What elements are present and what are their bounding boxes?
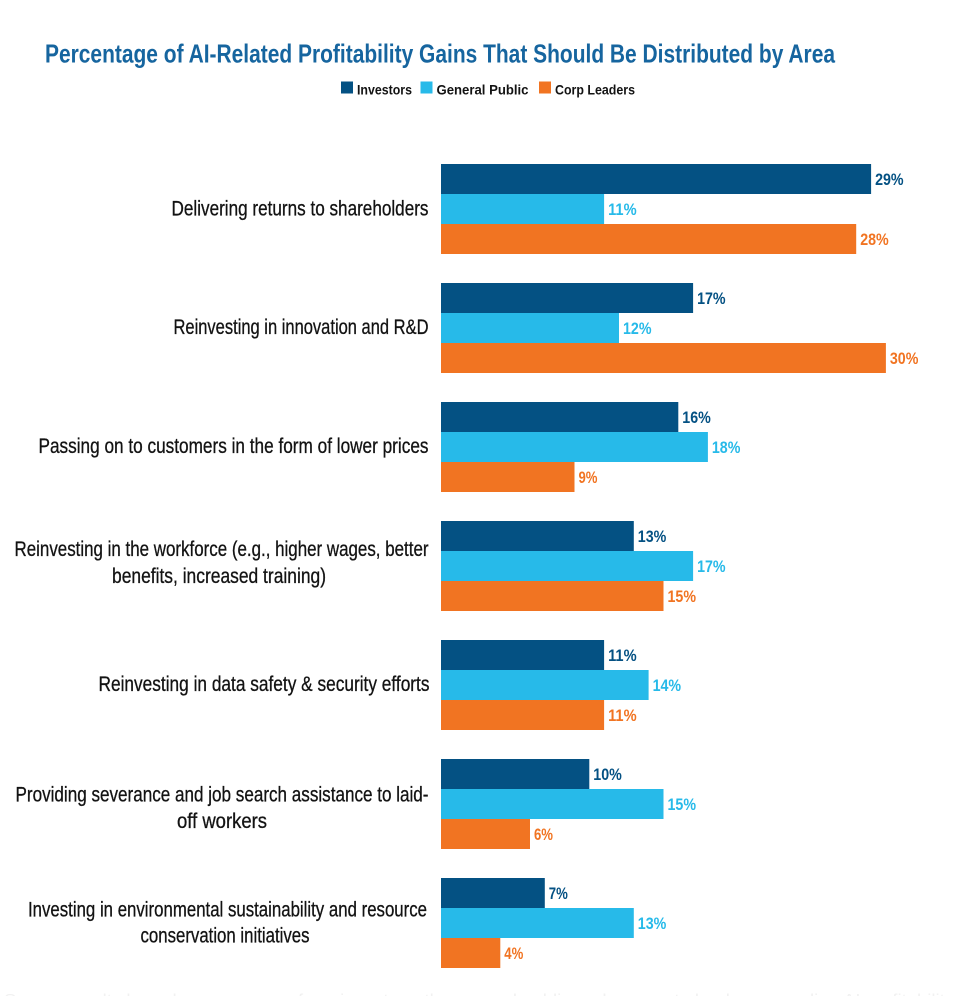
svg-text:General Public: General Public: [437, 82, 529, 98]
svg-text:15%: 15%: [668, 587, 697, 606]
svg-text:12%: 12%: [623, 319, 652, 338]
svg-text:9%: 9%: [579, 468, 598, 487]
svg-text:28%: 28%: [860, 230, 889, 249]
svg-text:14%: 14%: [653, 676, 682, 695]
svg-text:13%: 13%: [638, 527, 667, 546]
svg-text:Reinvesting in the workforce (: Reinvesting in the workforce (e.g., high…: [15, 538, 429, 561]
svg-text:17%: 17%: [697, 557, 726, 576]
svg-text:7%: 7%: [549, 884, 568, 903]
svg-text:Corp Leaders: Corp Leaders: [555, 82, 635, 98]
svg-text:11%: 11%: [608, 706, 637, 725]
svg-text:11%: 11%: [608, 646, 637, 665]
svg-text:benefits, increased training): benefits, increased training): [112, 565, 326, 588]
svg-text:11%: 11%: [608, 200, 637, 219]
svg-text:4%: 4%: [504, 944, 523, 963]
svg-text:Reinvesting in data safety & s: Reinvesting in data safety & security ef…: [99, 673, 430, 696]
svg-text:30%: 30%: [890, 349, 919, 368]
svg-text:Providing severance and job se: Providing severance and job search assis…: [16, 784, 429, 807]
svg-text:6%: 6%: [534, 825, 553, 844]
svg-text:18%: 18%: [712, 438, 741, 457]
svg-text:15%: 15%: [668, 795, 697, 814]
svg-text:29%: 29%: [875, 170, 904, 189]
svg-text:Reinvesting in innovation and: Reinvesting in innovation and R&D: [174, 316, 429, 339]
svg-text:Survey results based on respon: Survey results based on responses from i…: [4, 992, 954, 996]
svg-text:10%: 10%: [593, 765, 622, 784]
svg-text:Percentage of AI-Related Profi: Percentage of AI-Related Profitability G…: [45, 39, 835, 69]
svg-text:17%: 17%: [697, 289, 726, 308]
svg-text:13%: 13%: [638, 914, 667, 933]
svg-text:Delivering returns to sharehol: Delivering returns to shareholders: [172, 198, 429, 221]
svg-text:Passing on to customers in the: Passing on to customers in the form of l…: [39, 435, 429, 458]
svg-text:off workers: off workers: [177, 810, 267, 833]
svg-text:conservation initiatives: conservation initiatives: [141, 925, 310, 948]
svg-text:Investors: Investors: [357, 82, 412, 98]
svg-text:16%: 16%: [682, 408, 711, 427]
svg-text:Investing in environmental sus: Investing in environmental sustainabilit…: [28, 898, 427, 921]
